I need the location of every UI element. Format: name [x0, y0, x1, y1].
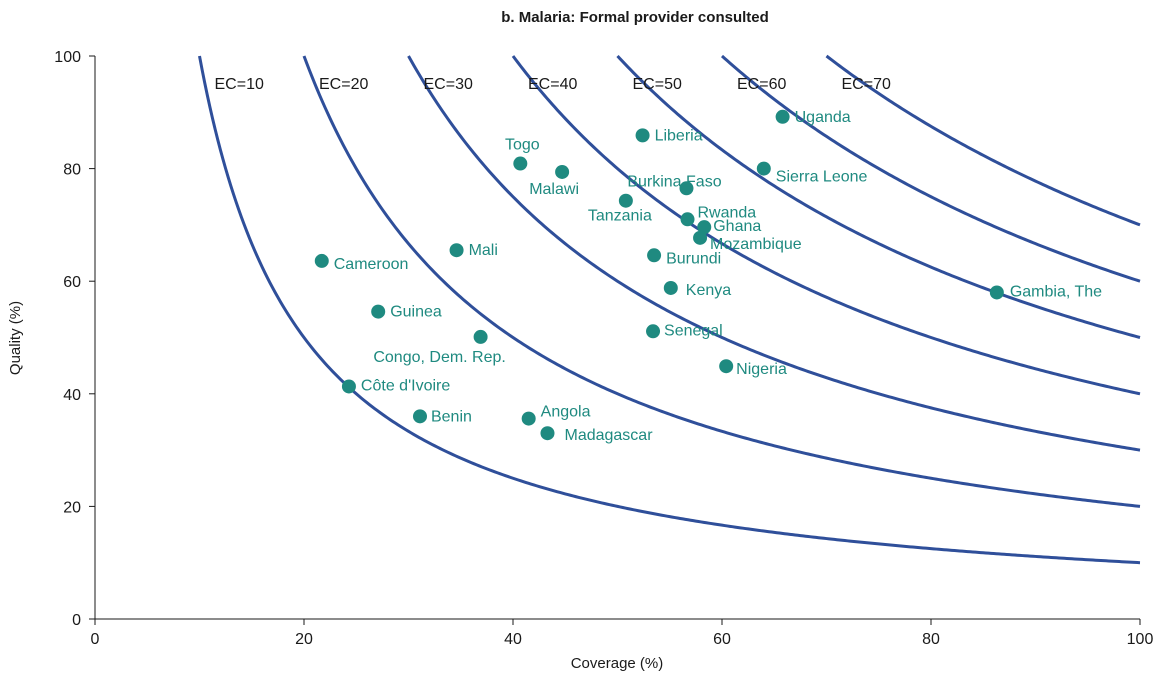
point-label: Cameroon — [334, 256, 409, 273]
ec-curve-label-20: EC=20 — [319, 76, 368, 93]
y-axis-label: Quality (%) — [7, 301, 24, 375]
ec-curve-label-70: EC=70 — [842, 76, 891, 93]
x-tick-label: 100 — [1127, 631, 1154, 648]
data-point — [680, 212, 695, 227]
point-label: Mozambique — [710, 236, 802, 253]
ec-curves: EC=10 EC=20 EC=30 EC=40 EC=50 EC=60 EC=70 — [198, 54, 1141, 565]
data-point — [618, 193, 633, 208]
x-tick-label: 20 — [295, 631, 313, 648]
point-label: Kenya — [686, 282, 731, 299]
x-tick-label: 40 — [504, 631, 522, 648]
data-point — [555, 164, 570, 179]
data-point — [756, 161, 771, 176]
point-label: Guinea — [390, 304, 442, 321]
data-point — [719, 359, 734, 374]
x-axis-label: Coverage (%) — [571, 655, 664, 672]
axis-ticks: 0 20 40 60 80 100 0 20 40 60 80 100 — [54, 49, 1153, 648]
data-point — [989, 285, 1004, 300]
data-points: Uganda Liberia Togo Malawi Sierra Leone Burki… — [314, 109, 1102, 444]
point-label: Burkina Faso — [627, 173, 721, 190]
point-label: Rwanda — [698, 204, 757, 221]
point-label: Nigeria — [736, 361, 787, 378]
point-label: Benin — [431, 408, 472, 425]
data-point — [647, 248, 662, 263]
point-label: Uganda — [795, 109, 851, 126]
data-point — [341, 379, 356, 394]
data-point — [646, 324, 661, 339]
point-label: Sierra Leone — [776, 169, 868, 186]
point-label: Côte d'Ivoire — [361, 377, 450, 394]
point-label: Congo, Dem. Rep. — [373, 349, 506, 366]
point-label: Tanzania — [588, 208, 652, 225]
ec-curve-40 — [511, 55, 1141, 396]
point-label: Mali — [469, 242, 498, 259]
point-label: Ghana — [713, 218, 761, 235]
data-point — [663, 280, 678, 295]
data-point — [635, 128, 650, 143]
ec-curve-20 — [302, 55, 1141, 508]
x-tick-label: 80 — [922, 631, 940, 648]
data-point — [521, 411, 536, 426]
data-point — [473, 329, 488, 344]
data-point — [449, 243, 464, 258]
point-label: Madagascar — [564, 427, 653, 444]
point-label: Togo — [505, 137, 540, 154]
y-tick-label: 60 — [63, 274, 81, 291]
y-tick-label: 40 — [63, 387, 81, 404]
ec-curve-label-10: EC=10 — [215, 76, 264, 93]
point-label: Gambia, The — [1010, 283, 1102, 300]
data-point — [775, 109, 790, 124]
ec-curve-label-60: EC=60 — [737, 76, 786, 93]
ec-curve-label-40: EC=40 — [528, 76, 577, 93]
data-point — [371, 304, 386, 319]
y-tick-label: 100 — [54, 49, 81, 66]
chart-title: b. Malaria: Formal provider consulted — [501, 9, 769, 26]
x-tick-label: 60 — [713, 631, 731, 648]
data-point — [412, 409, 427, 424]
ec-curve-60 — [720, 54, 1141, 283]
data-point — [693, 230, 708, 245]
data-point — [540, 426, 555, 441]
axes — [94, 56, 1140, 620]
x-tick-label: 0 — [91, 631, 100, 648]
point-label: Malawi — [529, 181, 579, 198]
data-point — [679, 181, 694, 196]
ec-curve-70 — [825, 54, 1141, 227]
point-label: Senegal — [664, 322, 723, 339]
data-point — [513, 156, 528, 171]
point-label: Liberia — [655, 127, 703, 144]
data-point — [697, 220, 712, 235]
ec-curve-label-50: EC=50 — [633, 76, 682, 93]
point-label: Angola — [541, 404, 591, 421]
y-tick-label: 0 — [72, 612, 81, 629]
y-tick-label: 80 — [63, 162, 81, 179]
point-label: Burundi — [666, 250, 721, 267]
y-tick-label: 20 — [63, 499, 81, 516]
ec-curve-label-30: EC=30 — [424, 76, 473, 93]
ec-curve-10 — [198, 55, 1141, 565]
ec-curve-30 — [407, 55, 1141, 452]
ec-curve-50 — [616, 54, 1141, 339]
data-point — [314, 253, 329, 268]
